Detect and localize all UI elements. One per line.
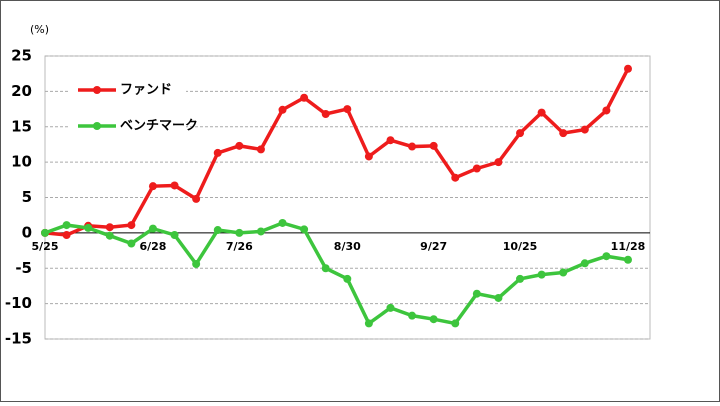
- y-tick-label: -5: [15, 259, 32, 277]
- marker: [300, 225, 309, 234]
- marker: [235, 228, 244, 237]
- marker: [429, 315, 438, 324]
- marker: [624, 64, 632, 73]
- marker: [386, 136, 395, 145]
- marker: [148, 182, 157, 191]
- marker: [602, 252, 611, 261]
- marker: [62, 230, 71, 239]
- x-tick-label: 9/27: [420, 240, 447, 253]
- marker: [321, 110, 330, 119]
- marker: [343, 274, 352, 283]
- marker: [84, 223, 93, 232]
- marker: [472, 164, 481, 173]
- x-tick-label: 7/26: [226, 240, 253, 253]
- marker: [602, 106, 611, 115]
- legend: [68, 72, 186, 146]
- marker: [494, 158, 503, 167]
- marker: [170, 230, 179, 239]
- legend-marker: [93, 122, 101, 130]
- y-tick-label: 25: [11, 47, 32, 65]
- marker: [624, 255, 632, 264]
- legend-label: ベンチマーク: [120, 119, 198, 134]
- marker: [472, 289, 481, 298]
- marker: [559, 129, 568, 138]
- marker: [451, 319, 460, 328]
- marker: [127, 239, 136, 248]
- y-tick-label: -10: [5, 294, 32, 312]
- marker: [127, 221, 136, 230]
- marker: [580, 259, 589, 268]
- marker: [537, 108, 546, 117]
- marker: [516, 274, 525, 283]
- y-tick-label: 20: [11, 82, 32, 100]
- legend-marker: [93, 86, 101, 94]
- marker: [516, 129, 525, 138]
- marker: [364, 152, 373, 161]
- marker: [429, 141, 438, 150]
- y-tick-label: -15: [5, 330, 32, 348]
- marker: [41, 228, 49, 237]
- marker: [256, 227, 265, 236]
- marker: [300, 93, 309, 102]
- y-tick-label: 15: [11, 117, 32, 135]
- x-tick-label: 11/28: [611, 240, 646, 253]
- marker: [451, 173, 460, 182]
- x-tick-label: 5/25: [32, 240, 59, 253]
- marker: [408, 142, 417, 151]
- marker: [580, 125, 589, 134]
- marker: [235, 141, 244, 150]
- x-tick-label: 6/28: [139, 240, 166, 253]
- marker: [364, 319, 373, 328]
- marker: [192, 260, 201, 269]
- y-tick-label: 5: [22, 188, 32, 206]
- marker: [559, 268, 568, 277]
- marker: [213, 226, 222, 235]
- marker: [537, 270, 546, 279]
- y-tick-label: 0: [22, 223, 32, 241]
- marker: [148, 224, 157, 233]
- marker: [62, 221, 71, 230]
- x-tick-label: 10/25: [503, 240, 538, 253]
- marker: [170, 181, 179, 190]
- marker: [343, 105, 352, 114]
- marker: [105, 223, 114, 232]
- legend-label: ファンド: [120, 83, 172, 98]
- series-line: [44, 221, 629, 327]
- x-tick-label: 8/30: [334, 240, 361, 253]
- marker: [213, 148, 222, 157]
- marker: [256, 145, 265, 154]
- marker: [278, 105, 287, 114]
- marker: [408, 311, 417, 320]
- y-tick-label: 10: [11, 153, 32, 171]
- series-line: [44, 67, 630, 237]
- unit-label: (%): [30, 23, 49, 36]
- marker: [386, 303, 395, 312]
- marker: [278, 218, 287, 227]
- marker: [321, 264, 330, 273]
- marker: [494, 293, 503, 302]
- marker: [105, 231, 114, 240]
- marker: [192, 194, 201, 203]
